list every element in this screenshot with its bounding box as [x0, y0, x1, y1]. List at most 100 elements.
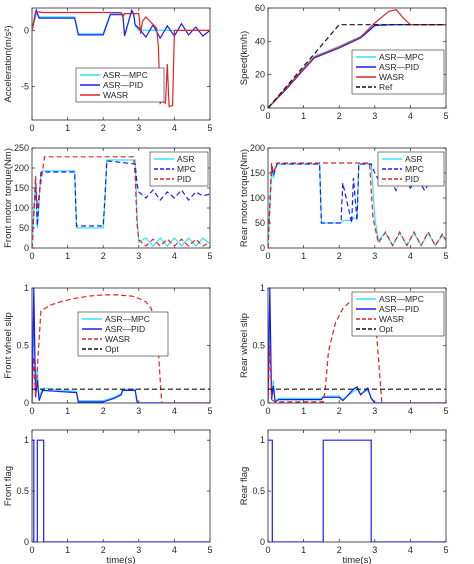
y-tick-label: 1 [260, 283, 265, 293]
subplot-2: 0 1 2 3 4 5 0 20 40 60 Speed(km/h) ASR—MPCASR—PIDWA… [239, 3, 449, 121]
y-tick-label: 50 [19, 223, 29, 233]
legend-entry: WASR [105, 334, 130, 344]
x-tick-label: 2 [337, 111, 342, 121]
x-tick-label: 5 [443, 111, 448, 121]
legend-entry: ASR—MPC [379, 52, 424, 62]
y-tick-label: 1 [24, 435, 29, 445]
legend-entry: ASR—MPC [105, 314, 150, 324]
y-axis-label: Front motor torque(Nm) [3, 148, 14, 248]
plot-frame [31, 429, 211, 543]
x-tick-label: 1 [301, 545, 306, 555]
y-tick-label: 60 [255, 3, 265, 13]
legend-entry: Ref [379, 82, 393, 92]
x-tick-label: 1 [65, 545, 70, 555]
y-tick-label: 0 [260, 537, 265, 547]
x-tick-label: 4 [172, 406, 177, 416]
y-axis-label: Front wheel slip [3, 312, 14, 379]
x-axis-label: time(s) [342, 555, 371, 564]
x-tick-label: 5 [443, 251, 448, 261]
x-tick-label: 4 [408, 111, 413, 121]
x-tick-label: 5 [207, 251, 212, 261]
x-tick-label: 2 [337, 406, 342, 416]
y-tick-label: 0.5 [252, 486, 265, 496]
x-axis-label: time(s) [106, 555, 135, 564]
series-line-mpc [32, 160, 210, 248]
y-tick-label: 0 [24, 25, 29, 35]
subplot-8: 0 1 2 3 4 5 0 0.5 1 Rear flag time(s) [239, 429, 449, 564]
x-tick-label: 3 [372, 111, 377, 121]
series-line-pid [32, 156, 210, 248]
y-tick-label: 100 [250, 193, 265, 203]
x-tick-label: 0 [265, 406, 270, 416]
x-tick-label: 4 [172, 123, 177, 133]
y-tick-label: 200 [14, 163, 29, 173]
x-tick-label: 1 [301, 406, 306, 416]
x-tick-label: 2 [101, 123, 106, 133]
y-tick-label: 100 [14, 203, 29, 213]
x-tick-label: 5 [443, 406, 448, 416]
x-tick-label: 0 [29, 545, 34, 555]
y-axis-label: Rear motor torque(Nm) [239, 149, 250, 247]
x-tick-label: 2 [101, 406, 106, 416]
y-tick-label: 250 [14, 143, 29, 153]
y-axis-label: Front flag [3, 466, 14, 506]
y-tick-label: 1 [260, 435, 265, 445]
plot-frame [31, 7, 211, 121]
x-tick-label: 4 [172, 251, 177, 261]
legend-entry: ASR—PID [103, 80, 143, 90]
legend-entry: WASR [379, 314, 404, 324]
y-tick-label: 20 [255, 70, 265, 80]
y-axis-label: Speed(km/h) [239, 31, 250, 85]
legend-entry: ASR—PID [105, 324, 145, 334]
legend-entry: MPC [177, 164, 196, 174]
x-tick-label: 5 [443, 545, 448, 555]
y-axis-label: Acceleration(m/s²) [3, 25, 14, 102]
legend-box [351, 291, 445, 337]
legend-entry: ASR—MPC [379, 294, 424, 304]
legend-entry: ASR—PID [379, 304, 419, 314]
y-tick-label: 150 [250, 168, 265, 178]
x-tick-label: 1 [65, 406, 70, 416]
x-tick-label: 0 [265, 545, 270, 555]
legend-entry: WASR [103, 90, 128, 100]
x-tick-label: 3 [136, 406, 141, 416]
y-axis-label: Rear wheel slip [239, 313, 250, 378]
x-tick-label: 2 [101, 251, 106, 261]
x-tick-label: 3 [136, 251, 141, 261]
subplot-1: 0 1 2 3 4 5 -5 0 Acceleration(m/s²) ASR—MPCASR—PI… [3, 7, 213, 133]
y-tick-label: 0 [24, 243, 29, 253]
legend-entry: MPC [405, 164, 424, 174]
y-axis-label: Rear flag [239, 467, 250, 506]
legend-entry: ASR [177, 154, 194, 164]
y-tick-label: 0.5 [16, 341, 29, 351]
y-tick-label: 0 [260, 243, 265, 253]
series-line-flag [268, 439, 446, 542]
legend-entry: PID [177, 174, 191, 184]
x-tick-label: 0 [29, 123, 34, 133]
x-tick-label: 0 [265, 251, 270, 261]
series-line-ref [268, 24, 446, 108]
legend-entry: Opt [105, 344, 119, 354]
y-tick-label: 40 [255, 36, 265, 46]
series-line-asr-pid [32, 8, 210, 40]
y-tick-label: 0 [24, 537, 29, 547]
x-tick-label: 4 [172, 545, 177, 555]
y-tick-label: 1 [24, 283, 29, 293]
x-tick-label: 0 [29, 406, 34, 416]
y-tick-label: 0.5 [16, 486, 29, 496]
series-line-flag [32, 439, 210, 542]
legend-entry: WASR [379, 72, 404, 82]
y-tick-label: 50 [255, 218, 265, 228]
y-tick-label: -5 [21, 81, 29, 91]
x-tick-label: 4 [408, 406, 413, 416]
x-tick-label: 3 [136, 545, 141, 555]
x-tick-label: 1 [301, 111, 306, 121]
